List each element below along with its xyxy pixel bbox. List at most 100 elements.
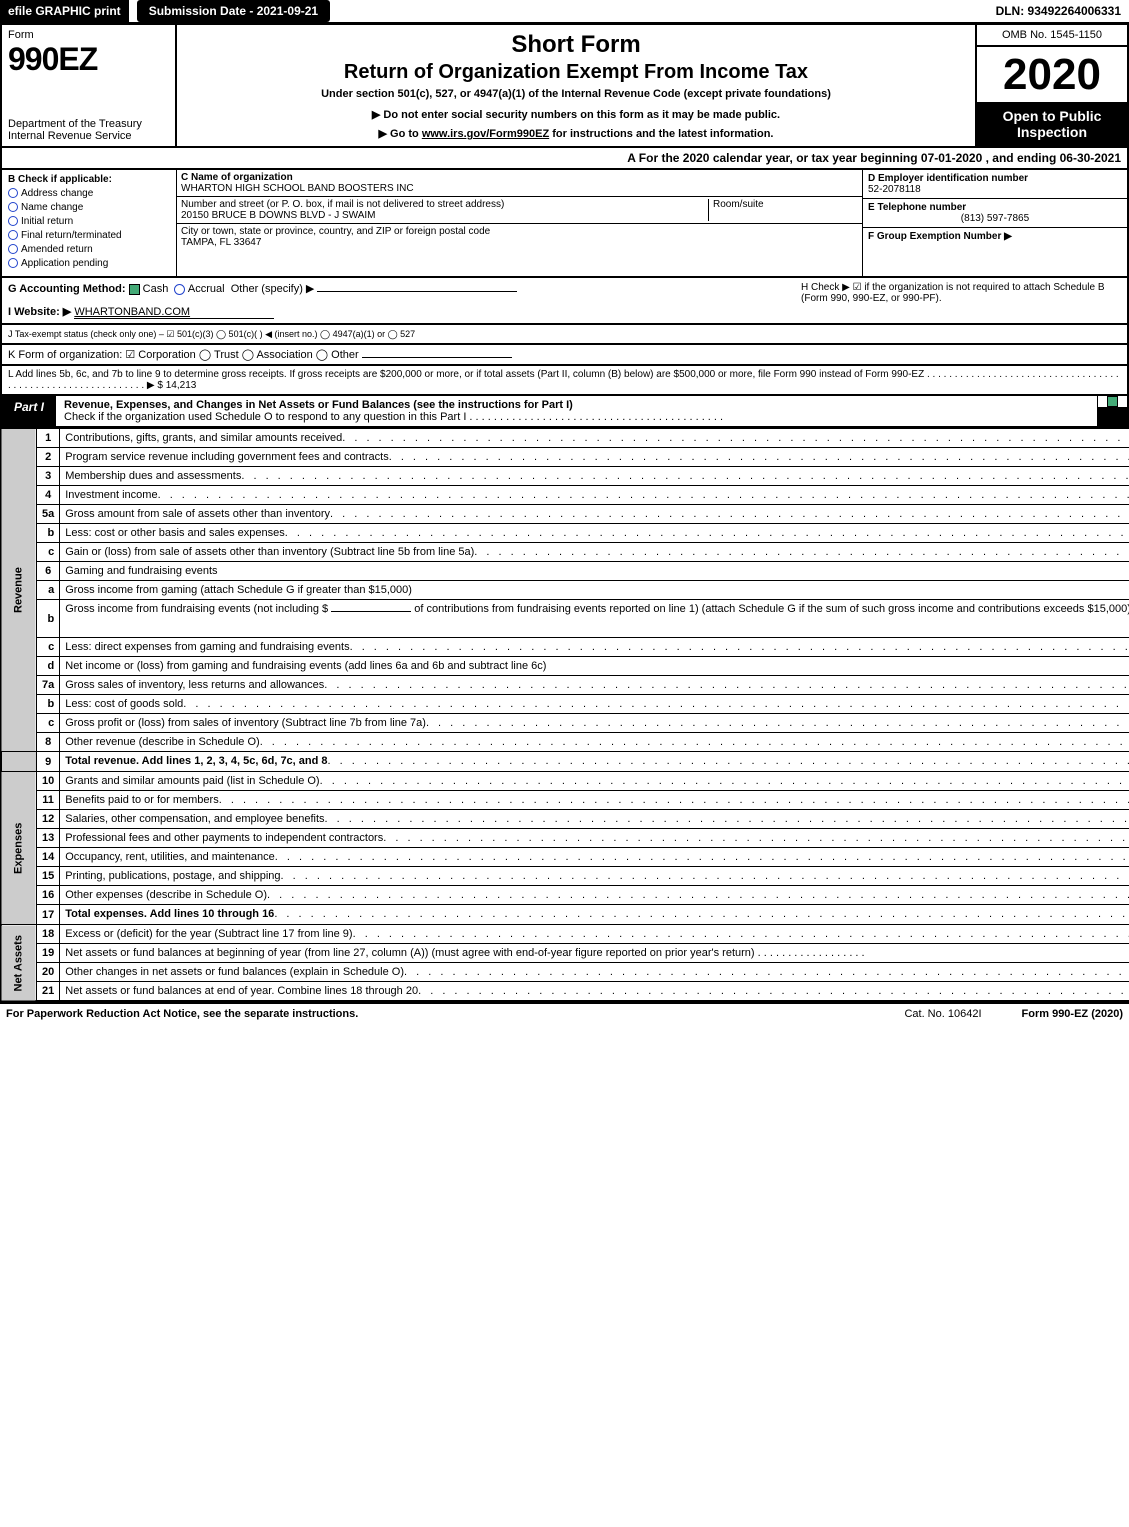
- part-i-badge: Part I: [2, 396, 56, 418]
- form-version: Form 990-EZ (2020): [1022, 1008, 1123, 1020]
- line-16: 16 Other expenses (describe in Schedule …: [1, 886, 1129, 905]
- line-6c: c Less: direct expenses from gaming and …: [1, 638, 1129, 657]
- line-7c: c Gross profit or (loss) from sales of i…: [1, 714, 1129, 733]
- efile-label[interactable]: efile GRAPHIC print: [0, 0, 129, 22]
- line-5c: c Gain or (loss) from sale of assets oth…: [1, 543, 1129, 562]
- line-3: 3 Membership dues and assessments 3 11,3…: [1, 467, 1129, 486]
- checkbox-icon: [8, 188, 18, 198]
- line-19: 19 Net assets or fund balances at beginn…: [1, 944, 1129, 963]
- header-left: Form 990EZ Department of the Treasury In…: [2, 25, 177, 146]
- line-14: 14 Occupancy, rent, utilities, and maint…: [1, 848, 1129, 867]
- chk-amended-return[interactable]: Amended return: [8, 244, 170, 255]
- line-5b: b Less: cost or other basis and sales ex…: [1, 524, 1129, 543]
- goto-pre: ▶ Go to: [379, 128, 422, 140]
- f-label: F Group Exemption Number ▶: [868, 231, 1012, 242]
- chk-name-change[interactable]: Name change: [8, 202, 170, 213]
- dept-treasury: Department of the Treasury Internal Reve…: [8, 118, 169, 142]
- line-11: 11 Benefits paid to or for members 11: [1, 791, 1129, 810]
- line-13: 13 Professional fees and other payments …: [1, 829, 1129, 848]
- goto-link[interactable]: www.irs.gov/Form990EZ: [422, 128, 549, 140]
- omb-number: OMB No. 1545-1150: [977, 25, 1127, 47]
- dept-line1: Department of the Treasury: [8, 118, 169, 130]
- section-g: G Accounting Method: Cash Accrual Other …: [8, 282, 801, 295]
- section-h: H Check ▶ ☑ if the organization is not r…: [801, 282, 1121, 319]
- part-i-header: Part I Revenue, Expenses, and Changes in…: [0, 394, 1129, 428]
- address-row: Number and street (or P. O. box, if mail…: [177, 197, 862, 224]
- chk-final-return[interactable]: Final return/terminated: [8, 230, 170, 241]
- checkbox-icon: [8, 258, 18, 268]
- checkbox-icon: [8, 244, 18, 254]
- checkbox-icon: [8, 216, 18, 226]
- goto-line: ▶ Go to www.irs.gov/Form990EZ for instru…: [187, 127, 965, 140]
- part-i-title-cell: Revenue, Expenses, and Changes in Net As…: [56, 396, 1097, 426]
- g-label: G Accounting Method:: [8, 283, 126, 295]
- checkbox-checked-icon[interactable]: [129, 284, 140, 295]
- cat-no: Cat. No. 10642I: [904, 1008, 981, 1020]
- other-specify-field[interactable]: [317, 291, 517, 292]
- l-amount: $ 14,213: [157, 380, 196, 391]
- line-21: 21 Net assets or fund balances at end of…: [1, 982, 1129, 1002]
- line-1: Revenue 1 Contributions, gifts, grants, …: [1, 429, 1129, 448]
- section-b: B Check if applicable: Address change Na…: [2, 170, 177, 276]
- line-10: Expenses 10 Grants and similar amounts p…: [1, 772, 1129, 791]
- checkbox-checked-icon[interactable]: [1107, 396, 1118, 407]
- part-i-title: Revenue, Expenses, and Changes in Net As…: [64, 399, 573, 411]
- d-label: D Employer identification number: [868, 173, 1122, 184]
- line-6: 6 Gaming and fundraising events: [1, 562, 1129, 581]
- submission-date-badge: Submission Date - 2021-09-21: [137, 0, 330, 22]
- part-i-table: Revenue 1 Contributions, gifts, grants, …: [0, 428, 1129, 1002]
- netassets-side-label: Net Assets: [1, 925, 37, 1002]
- chk-application-pending[interactable]: Application pending: [8, 258, 170, 269]
- line-a-text: A For the 2020 calendar year, or tax yea…: [627, 151, 1121, 165]
- section-j: J Tax-exempt status (check only one) – ☑…: [0, 325, 1129, 345]
- k-text: K Form of organization: ☑ Corporation ◯ …: [8, 349, 359, 361]
- phone-value: (813) 597-7865: [868, 213, 1122, 224]
- line-15: 15 Printing, publications, postage, and …: [1, 867, 1129, 886]
- section-e: E Telephone number (813) 597-7865: [863, 199, 1127, 228]
- line-6d: d Net income or (loss) from gaming and f…: [1, 657, 1129, 676]
- contrib-amount-field[interactable]: [331, 611, 411, 612]
- addr-label: Number and street (or P. O. box, if mail…: [181, 199, 708, 210]
- revenue-side-label: Revenue: [1, 429, 37, 752]
- pra-notice: For Paperwork Reduction Act Notice, see …: [6, 1008, 904, 1020]
- line-5a: 5a Gross amount from sale of assets othe…: [1, 505, 1129, 524]
- page-footer: For Paperwork Reduction Act Notice, see …: [0, 1002, 1129, 1024]
- form-header: Form 990EZ Department of the Treasury In…: [0, 23, 1129, 148]
- line-6b-part2: 6b 2,824: [1, 619, 1129, 638]
- form-number: 990EZ: [8, 41, 169, 78]
- line-6b-part1: b Gross income from fundraising events (…: [1, 600, 1129, 619]
- c-label: C Name of organization: [181, 172, 414, 183]
- i-label: I Website: ▶: [8, 306, 71, 318]
- city-row: City or town, state or province, country…: [177, 224, 862, 250]
- checkbox-icon: [8, 202, 18, 212]
- top-bar: efile GRAPHIC print Submission Date - 20…: [0, 0, 1129, 23]
- line-6a: a Gross income from gaming (attach Sched…: [1, 581, 1129, 600]
- chk-address-change[interactable]: Address change: [8, 188, 170, 199]
- line-7a: 7a Gross sales of inventory, less return…: [1, 676, 1129, 695]
- section-c: C Name of organization WHARTON HIGH SCHO…: [177, 170, 862, 276]
- e-label: E Telephone number: [868, 202, 1122, 213]
- city-label: City or town, state or province, country…: [181, 226, 490, 237]
- section-f: F Group Exemption Number ▶: [863, 228, 1127, 276]
- website-link[interactable]: WHARTONBAND.COM: [74, 306, 274, 319]
- goto-post: for instructions and the latest informat…: [549, 128, 773, 140]
- org-name: WHARTON HIGH SCHOOL BAND BOOSTERS INC: [181, 183, 414, 194]
- subtitle: Under section 501(c), 527, or 4947(a)(1)…: [187, 88, 965, 100]
- line-a: A For the 2020 calendar year, or tax yea…: [0, 148, 1129, 170]
- tax-year: 2020: [977, 47, 1127, 102]
- checkbox-icon[interactable]: [174, 284, 185, 295]
- ssn-notice: ▶ Do not enter social security numbers o…: [187, 108, 965, 121]
- line-12: 12 Salaries, other compensation, and emp…: [1, 810, 1129, 829]
- section-def: D Employer identification number 52-2078…: [862, 170, 1127, 276]
- section-g-i: G Accounting Method: Cash Accrual Other …: [8, 282, 801, 319]
- short-form-title: Short Form: [187, 31, 965, 59]
- header-right: OMB No. 1545-1150 2020 Open to Public In…: [977, 25, 1127, 146]
- k-other-field[interactable]: [362, 357, 512, 358]
- chk-initial-return[interactable]: Initial return: [8, 216, 170, 227]
- header-center: Short Form Return of Organization Exempt…: [177, 25, 977, 146]
- line-4: 4 Investment income 4: [1, 486, 1129, 505]
- open-to-public: Open to Public Inspection: [977, 102, 1127, 146]
- dept-line2: Internal Revenue Service: [8, 130, 169, 142]
- section-l: L Add lines 5b, 6c, and 7b to line 9 to …: [0, 366, 1129, 394]
- return-title: Return of Organization Exempt From Incom…: [187, 61, 965, 84]
